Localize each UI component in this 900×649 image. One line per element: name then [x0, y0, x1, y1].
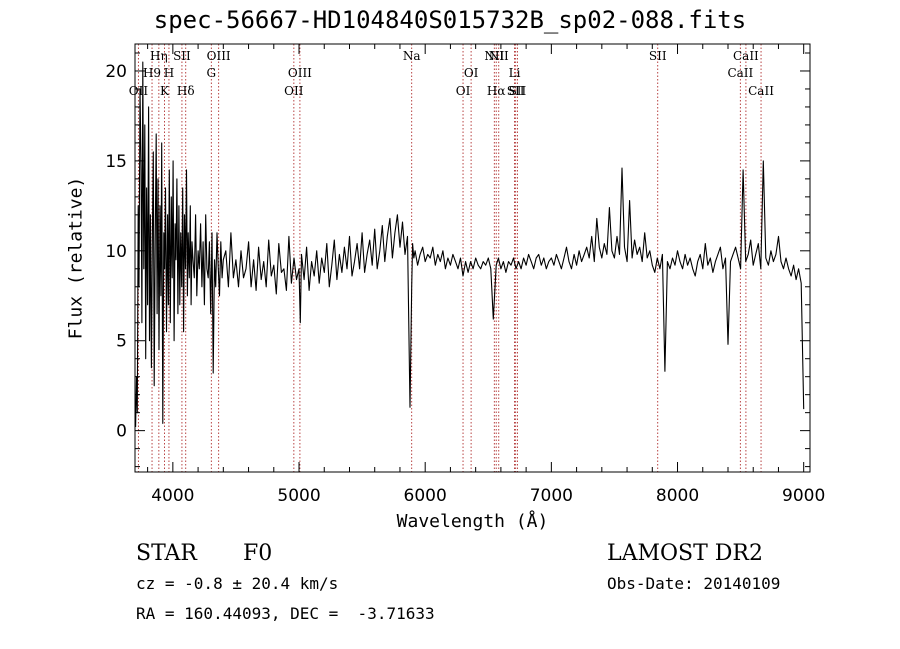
survey-name: LAMOST DR2 [607, 541, 763, 566]
line-marker-label: OIII [207, 49, 231, 63]
x-tick-label: 9000 [782, 486, 825, 506]
line-marker-label: OI [456, 84, 471, 98]
chart-title: spec-56667-HD104840S015732B_sp02-088.fit… [153, 6, 747, 34]
y-axis-label: Flux (relative) [65, 176, 87, 340]
line-marker-label: Hη [150, 49, 168, 63]
y-tick-label: 10 [105, 242, 127, 262]
object-class: STAR [136, 541, 197, 566]
line-marker-label: Hδ [177, 84, 195, 98]
x-tick-label: 7000 [530, 486, 573, 506]
coordinates: RA = 160.44093, DEC = -3.71633 [136, 604, 435, 623]
plot-frame [134, 43, 811, 473]
line-marker-label: OI [464, 66, 479, 80]
line-marker-label: SII [507, 84, 525, 98]
line-marker-label: SII [649, 49, 667, 63]
line-marker-label: H [164, 66, 174, 80]
y-tick-label: 20 [105, 62, 127, 82]
line-marker-label: K [160, 84, 170, 98]
x-tick-label: 6000 [404, 486, 447, 506]
line-marker-label: CaII [727, 66, 753, 80]
line-marker-label: Li [509, 66, 521, 80]
line-marker-label: SII [509, 84, 527, 98]
line-marker-label: OII [129, 84, 149, 98]
axis-ticks: 4000 5000 6000 7000 8000 9000 0 5 10 15 20 [105, 44, 825, 506]
line-marker-label: OIII [288, 66, 312, 80]
line-marker-label: Na [403, 49, 421, 63]
line-marker-label: G [207, 66, 217, 80]
x-tick-label: 4000 [151, 486, 194, 506]
y-tick-label: 15 [105, 152, 127, 172]
line-marker-label: SII [173, 49, 191, 63]
x-tick-label: 5000 [277, 486, 320, 506]
line-marker-label: Hα [487, 84, 506, 98]
line-marker-label: CaII [733, 49, 759, 63]
observation-date: Obs-Date: 20140109 [607, 574, 781, 593]
line-labels: OII H9 Hη KH SII Hδ G OIII OII OIII Na OI OI NII Hα NII… [129, 49, 774, 98]
x-axis-label: Wavelength (Å) [396, 511, 549, 532]
line-marker-label: NII [484, 49, 504, 63]
line-marker-label: NII [489, 49, 509, 63]
redshift-value: cz = -0.8 ± 20.4 km/s [136, 574, 339, 593]
x-tick-label: 8000 [656, 486, 699, 506]
spectrum-line [135, 61, 805, 428]
y-tick-label: 5 [116, 332, 127, 352]
spectrum-series [135, 61, 805, 428]
line-marker-label: OII [284, 84, 304, 98]
y-tick-label: 0 [116, 422, 127, 442]
line-marker-label: H9 [143, 66, 161, 80]
spectral-subclass: F0 [243, 541, 273, 566]
line-marker-label: CaII [748, 84, 774, 98]
